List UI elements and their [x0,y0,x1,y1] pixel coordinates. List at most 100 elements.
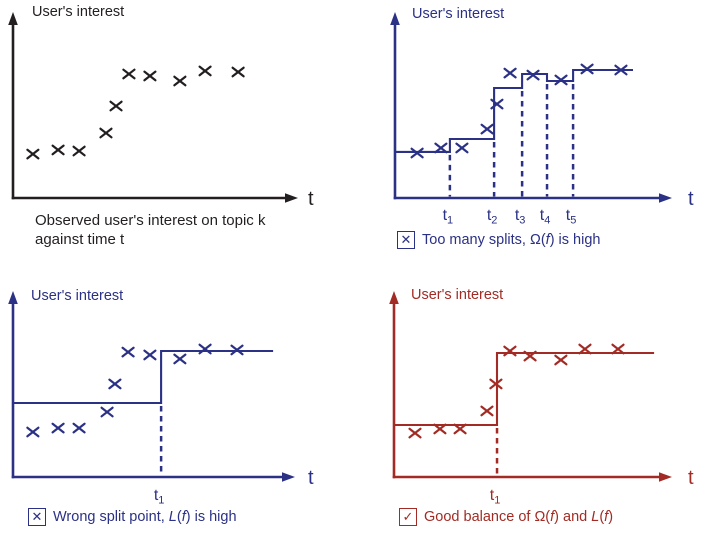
caption-segment: ) is high [185,509,237,525]
x-axis-label: t [308,467,314,489]
caption-segment: f [604,509,609,525]
caption-line: against time t [35,230,125,248]
scatter-x-marker [51,422,65,434]
x-axis-label: t [688,467,694,489]
scatter-x-marker [580,63,594,75]
scatter-x-marker [143,349,157,361]
scatter-x-marker [230,344,244,356]
caption-segment: f [550,509,555,525]
x-axis-arrowhead [659,193,672,203]
tick-label-t1: t1 [154,487,165,507]
scatter-x-marker [143,70,157,82]
x-axis-arrowhead [659,472,672,482]
step-function-line [394,351,655,427]
y-axis-title-observed: User's interest [32,4,125,20]
caption-segment: ) is high [549,232,601,248]
caption-segment: L [591,509,600,525]
tick-label-t1: t1 [490,487,501,507]
scatter-x-marker [121,346,135,358]
caption-segment: Too many splits, [422,232,530,248]
scatter-x-marker [455,142,469,154]
caption-too-many-splits: ✕ Too many splits, Ω(f) is high [397,231,600,249]
scatter-x-marker [480,123,494,135]
caption-segment: ) and [554,509,592,525]
y-axis-arrowhead [8,12,18,25]
scatter-x-marker [433,423,447,435]
caption-segment: ( [599,509,605,525]
step-function-line [395,68,633,153]
plot-observed: t [8,12,314,210]
scatter-x-marker [122,68,136,80]
scatter-x-marker [554,354,568,366]
scatter-x-marker [100,406,114,418]
scatter-x-marker [198,65,212,77]
tick-label-t5: t5 [566,207,577,227]
scatter-x-marker [108,378,122,390]
scatter-x-marker [51,144,65,156]
tick-label-t3: t3 [515,207,526,227]
caption-segment: ) [608,509,614,525]
scatter-x-marker [72,145,86,157]
caption-segment: ( [176,509,182,525]
caption-line: Observed user's interest on topic k [35,212,266,229]
x-glyph: ✕ [400,232,412,248]
x-axis-label: t [688,188,694,210]
caption-text: Good balance of Ω(f) and L(f) [424,509,613,525]
scatter-x-marker [480,405,494,417]
check-checkbox-icon: ✓ [399,508,417,526]
y-axis-arrowhead [389,291,399,304]
caption-text: Too many splits, Ω(f) is high [422,232,600,248]
y-axis-arrowhead [390,12,400,25]
scatter-x-marker [526,69,540,81]
step-function-line [13,349,274,405]
caption-segment: f [181,509,186,525]
scatter-x-marker [434,142,448,154]
caption-observed: Observed user's interest on topic k agai… [35,212,265,249]
plot-good-balance: t t1 [389,291,694,507]
caption-segment: L [168,509,177,525]
x-axis-label: t [308,188,314,210]
x-glyph: ✕ [31,509,43,525]
caption-segment: Wrong split point, [53,509,169,525]
y-axis-title-too-many-splits: User's interest [412,6,505,22]
scatter-x-marker [231,66,245,78]
scatter-x-marker [489,378,503,390]
caption-segment: Good balance of [424,509,535,525]
scatter-x-marker [198,343,212,355]
plot-wrong-split-point: t t1 [8,291,314,507]
scatter-x-marker [503,67,517,79]
plot-too-many-splits: t t1 t2 t3 t4 t5 [390,12,694,227]
x-checkbox-icon: ✕ [28,508,46,526]
caption-good-balance: ✓ Good balance of Ω(f) and L(f) [399,508,613,526]
caption-wrong-split: ✕ Wrong split point, L(f) is high [28,508,237,526]
scatter-x-marker [410,147,424,159]
tick-label-t2: t2 [487,207,498,227]
scatter-x-marker [173,353,187,365]
scatter-x-marker [554,74,568,86]
scatter-x-marker [26,148,40,160]
y-axis-title-good-balance: User's interest [411,287,504,303]
caption-segment: Ω( [534,509,551,525]
tick-label-t4: t4 [540,207,551,227]
caption-segment: f [545,232,550,248]
y-axis-arrowhead [8,291,18,304]
caption-text: Wrong split point, L(f) is high [53,509,237,525]
x-axis-arrowhead [285,193,298,203]
scatter-x-marker [611,343,625,355]
scatter-x-marker [503,345,517,357]
scatter-x-marker [578,343,592,355]
scatter-x-marker [99,127,113,139]
scatter-x-marker [523,350,537,362]
scatter-x-marker [173,75,187,87]
check-glyph: ✓ [402,509,414,525]
scatter-x-marker [72,422,86,434]
y-axis-title-wrong-split: User's interest [31,288,124,304]
caption-segment: Ω( [530,232,546,248]
scatter-x-marker [614,64,628,76]
scatter-x-marker [490,98,504,110]
scatter-x-marker [408,427,422,439]
tick-label-t1: t1 [443,207,454,227]
x-axis-arrowhead [282,472,295,482]
